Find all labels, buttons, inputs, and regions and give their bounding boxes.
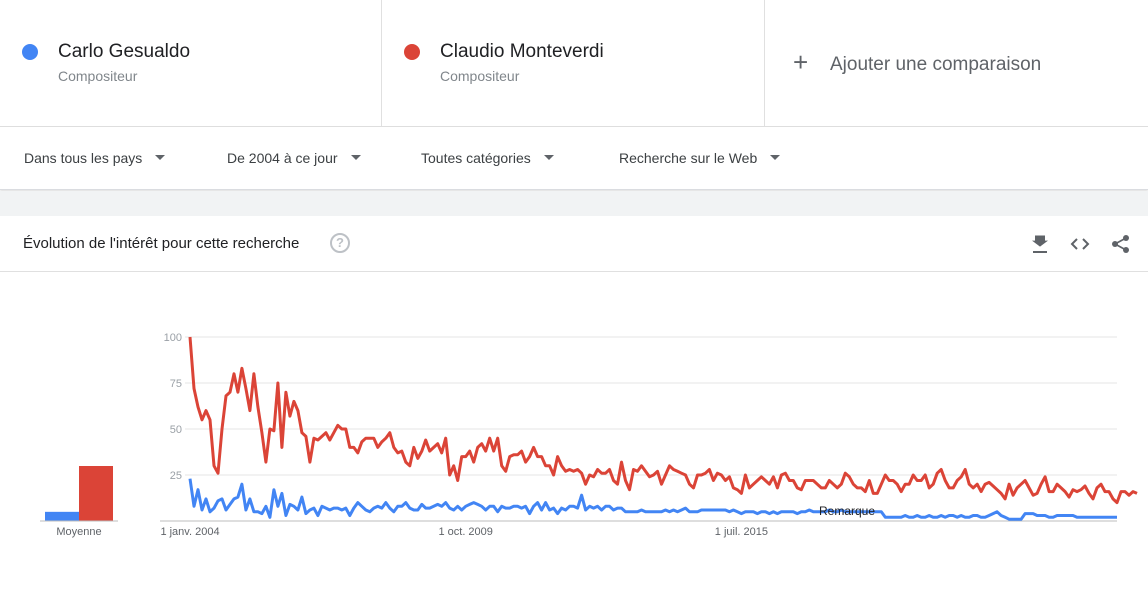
series-line-claudio-monteverdi[interactable] xyxy=(188,336,1138,505)
category-filter-dropdown[interactable]: Toutes catégories xyxy=(421,150,554,166)
dropdown-arrow-icon xyxy=(770,154,781,160)
term-subtitle: Compositeur xyxy=(440,68,520,84)
section-separator xyxy=(0,191,1148,216)
average-bar[interactable] xyxy=(79,466,113,521)
panel-title: Évolution de l'intérêt pour cette recher… xyxy=(23,235,300,252)
add-comparison-label: Ajouter une comparaison xyxy=(830,54,1042,75)
embed-code-icon[interactable] xyxy=(1070,234,1090,254)
y-tick-label: 50 xyxy=(170,424,182,436)
category-filter-label: Toutes catégories xyxy=(421,150,531,166)
y-tick-label: 75 xyxy=(170,378,182,390)
term-color-dot xyxy=(404,44,420,60)
term-color-dot xyxy=(22,44,38,60)
series-line-carlo-gesualdo[interactable] xyxy=(188,478,1117,521)
region-filter-dropdown[interactable]: Dans tous les pays xyxy=(24,150,166,166)
x-tick-label: 1 oct. 2009 xyxy=(438,526,492,538)
panel-header: Évolution de l'intérêt pour cette recher… xyxy=(0,216,1148,272)
download-icon[interactable] xyxy=(1030,234,1050,254)
y-tick-label: 100 xyxy=(164,332,182,344)
comparison-terms: Carlo Gesualdo Compositeur Claudio Monte… xyxy=(0,0,1148,127)
note-label[interactable]: Remarque xyxy=(819,504,875,518)
add-comparison-button[interactable]: + Ajouter une comparaison xyxy=(765,0,1148,127)
share-icon[interactable] xyxy=(1111,234,1131,254)
average-bar[interactable] xyxy=(45,511,79,521)
interest-over-time-panel: Évolution de l'intérêt pour cette recher… xyxy=(0,216,1148,607)
x-tick-label: 1 janv. 2004 xyxy=(160,526,219,538)
average-label: Moyenne xyxy=(56,526,101,538)
dropdown-arrow-icon xyxy=(155,154,166,160)
dropdown-arrow-icon xyxy=(350,154,361,160)
term-card-carlo-gesualdo[interactable]: Carlo Gesualdo Compositeur xyxy=(0,0,382,127)
term-subtitle: Compositeur xyxy=(58,68,138,84)
period-filter-label: De 2004 à ce jour xyxy=(227,150,338,166)
term-card-claudio-monteverdi[interactable]: Claudio Monteverdi Compositeur xyxy=(382,0,765,127)
search-type-filter-dropdown[interactable]: Recherche sur le Web xyxy=(619,150,781,166)
filter-bar: Dans tous les pays De 2004 à ce jour Tou… xyxy=(0,127,1148,190)
dropdown-arrow-icon xyxy=(543,154,554,160)
region-filter-label: Dans tous les pays xyxy=(24,150,143,166)
term-name[interactable]: Claudio Monteverdi xyxy=(440,41,604,62)
interest-chart: 100 75 50 25 Moyenne 1 janv. 2004 1 oct. 200… xyxy=(40,332,1138,538)
x-tick-label: 1 juil. 2015 xyxy=(715,526,768,538)
term-name[interactable]: Carlo Gesualdo xyxy=(58,41,191,62)
y-tick-label: 25 xyxy=(170,470,182,482)
period-filter-dropdown[interactable]: De 2004 à ce jour xyxy=(227,150,361,166)
help-circle-icon[interactable]: ? xyxy=(330,233,350,253)
search-type-filter-label: Recherche sur le Web xyxy=(619,150,758,166)
plus-icon: + xyxy=(793,47,809,77)
